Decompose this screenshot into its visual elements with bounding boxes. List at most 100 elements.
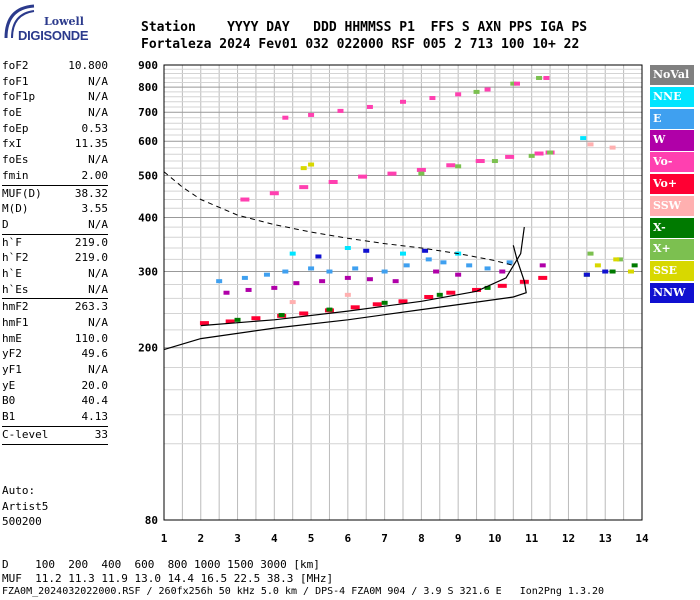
parameters-panel: foF2 10.800 foF1 N/A foF1p N/A foE N/A foEp 0.53 f… xyxy=(2,58,108,445)
data-point xyxy=(440,260,447,265)
dashed-trace xyxy=(163,171,514,266)
param-separator xyxy=(2,443,108,445)
data-point xyxy=(580,136,587,141)
param-label: D xyxy=(2,217,9,231)
y-tick-label: 200 xyxy=(138,342,158,355)
x-tick-label: 8 xyxy=(418,532,425,545)
param-label: foE xyxy=(2,106,22,120)
data-point xyxy=(446,163,456,168)
data-point xyxy=(475,159,485,164)
data-point xyxy=(484,285,491,290)
autoscaling-program: Artist5 xyxy=(2,499,49,513)
data-point xyxy=(543,75,550,80)
data-point xyxy=(547,150,554,155)
data-point xyxy=(350,305,360,310)
param-label: C-level xyxy=(2,427,49,441)
param-value: N/A xyxy=(88,106,108,120)
param-row: foE N/A xyxy=(2,105,108,121)
data-point xyxy=(609,145,616,150)
legend-item: E xyxy=(650,108,694,129)
data-point xyxy=(282,115,289,120)
param-value: N/A xyxy=(88,316,108,329)
data-point xyxy=(446,290,456,295)
data-point xyxy=(403,263,410,268)
data-point xyxy=(344,292,351,297)
data-point xyxy=(609,269,616,274)
data-point xyxy=(344,245,351,250)
param-row: hmF1 N/A xyxy=(2,315,108,331)
param-row: yF2 49.6 xyxy=(2,346,108,362)
param-value: 110.0 xyxy=(74,331,108,345)
param-value: 49.6 xyxy=(81,347,109,361)
x-tick-label: 13 xyxy=(599,532,612,545)
param-value: N/A xyxy=(88,217,108,231)
legend-item: NNE xyxy=(650,86,694,108)
data-point xyxy=(536,75,543,80)
data-point xyxy=(299,311,309,316)
data-point xyxy=(587,251,594,256)
param-row: fmin 2.00 xyxy=(2,168,108,184)
param-value: 20.0 xyxy=(81,378,109,392)
data-point xyxy=(216,279,223,284)
param-label: hmF2 xyxy=(2,300,29,314)
data-point xyxy=(506,260,513,265)
data-point xyxy=(326,269,333,274)
data-point xyxy=(472,287,482,292)
param-value: 4.13 xyxy=(81,410,109,424)
param-value: N/A xyxy=(88,282,108,296)
x-tick-label: 2 xyxy=(197,532,204,545)
data-point xyxy=(271,285,278,290)
param-value: N/A xyxy=(88,90,108,104)
param-label: foEp xyxy=(2,121,29,135)
x-tick-label: 4 xyxy=(271,532,278,545)
param-separator xyxy=(2,184,108,186)
data-point xyxy=(513,81,520,86)
legend-item: SSE xyxy=(650,261,694,282)
data-point xyxy=(245,287,252,292)
data-point xyxy=(328,179,338,184)
data-point xyxy=(289,300,296,305)
legend-item: NNW xyxy=(650,282,694,304)
param-label: fxI xyxy=(2,137,22,151)
param-value: 3.55 xyxy=(81,202,109,216)
param-label: yF1 xyxy=(2,363,22,377)
data-point xyxy=(594,263,601,268)
data-point xyxy=(337,108,344,113)
param-label: B1 xyxy=(2,410,16,424)
x-tick-label: 9 xyxy=(455,532,462,545)
fitted-trace xyxy=(200,227,525,327)
param-value: 10.800 xyxy=(68,59,108,72)
chart-grid xyxy=(163,64,643,521)
data-point xyxy=(455,164,462,169)
data-point xyxy=(241,275,248,280)
autoscaling-label: Auto: xyxy=(2,484,36,497)
data-point xyxy=(251,316,261,321)
param-row: h`E N/A xyxy=(2,266,108,282)
data-point xyxy=(308,266,315,271)
param-label: M(D) xyxy=(2,202,29,216)
param-label: foF2 xyxy=(2,59,29,72)
digisonde-logo: Lowell DIGISONDE xyxy=(4,4,89,43)
param-label: MUF(D) xyxy=(2,186,42,200)
data-point xyxy=(499,269,506,274)
y-tick-label: 600 xyxy=(138,135,158,148)
data-point xyxy=(484,87,491,92)
y-tick-label: 300 xyxy=(138,266,158,279)
param-row: foEs N/A xyxy=(2,152,108,168)
data-point xyxy=(425,257,432,262)
param-value: 0.53 xyxy=(81,121,109,135)
data-point xyxy=(429,96,436,101)
y-tick-label: 400 xyxy=(138,211,158,224)
data-point xyxy=(381,269,388,274)
data-point xyxy=(352,266,359,271)
polarization-legend: NoVal NNE E W Vo- Vo+ SSW X- X+ SSE NNW xyxy=(650,65,694,305)
muf-row: MUF 11.2 11.3 11.9 13.0 14.4 16.5 22.5 3… xyxy=(2,572,334,585)
param-row: h`F 219.0 xyxy=(2,235,108,251)
header-columns: Station YYYY DAY DDD HHMMSS P1 FFS S AXN… xyxy=(141,20,588,35)
param-value: 219.0 xyxy=(74,235,108,249)
distance-row: D 100 200 400 600 800 1000 1500 3000 [km… xyxy=(2,558,320,571)
x-tick-label: 12 xyxy=(562,532,575,545)
data-point xyxy=(422,248,429,253)
data-point xyxy=(326,307,333,312)
